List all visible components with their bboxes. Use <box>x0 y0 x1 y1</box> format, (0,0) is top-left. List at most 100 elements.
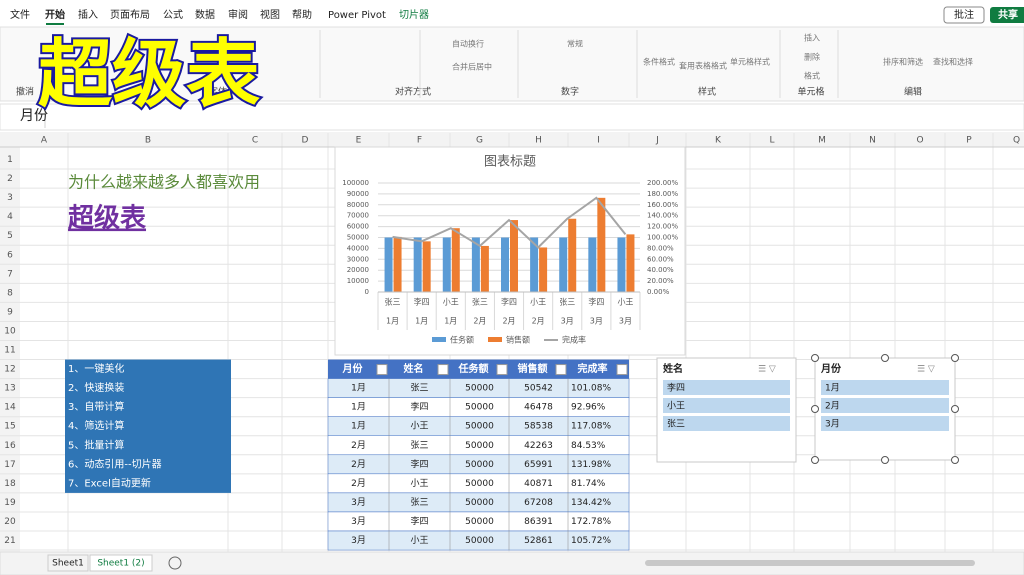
ribbon-command[interactable]: 插入 <box>804 33 820 43</box>
resize-handle[interactable] <box>811 405 819 413</box>
column-header: B <box>145 136 151 146</box>
ribbon-command[interactable]: 查找和选择 <box>933 57 973 67</box>
slicer-item[interactable]: 李四 <box>667 382 685 394</box>
scrollbar[interactable] <box>645 560 975 566</box>
bar <box>451 228 460 292</box>
slicer-item[interactable]: 张三 <box>667 419 685 430</box>
ribbon-command[interactable]: 自动换行 <box>452 39 484 49</box>
ribbon-command[interactable]: 合并后居中 <box>452 62 492 72</box>
y-tick-label: 100000 <box>342 179 369 187</box>
sheet-tab-bg[interactable] <box>89 554 153 572</box>
y2-tick-label: 60.00% <box>647 255 674 263</box>
table-header: 月份 <box>342 362 364 375</box>
ribbon-tab[interactable]: 公式 <box>163 8 183 21</box>
ribbon-tab[interactable]: Power Pivot <box>328 10 386 21</box>
resize-handle[interactable] <box>951 354 959 362</box>
y-tick-label: 50000 <box>347 234 369 242</box>
ribbon-command[interactable]: 删除 <box>804 52 820 62</box>
filter-button[interactable] <box>496 364 508 376</box>
table-cell: 张三 <box>410 440 428 451</box>
ribbon-tab[interactable]: 切片器 <box>399 8 429 21</box>
table-cell: 李四 <box>410 401 428 413</box>
x-tick-label: 李四 <box>588 297 604 307</box>
slicer-item-bg[interactable] <box>663 380 790 395</box>
y-tick-label: 60000 <box>347 223 369 231</box>
ribbon-command[interactable]: 单元格样式 <box>730 57 770 67</box>
y-tick-label: 0 <box>365 288 369 296</box>
table-cell: 3月 <box>351 497 366 508</box>
ribbon-group-label: 对齐方式 <box>395 86 431 98</box>
filter-button[interactable] <box>555 364 567 376</box>
ribbon-command[interactable]: 条件格式 <box>643 57 675 67</box>
sheet-tab[interactable]: Sheet1 <box>52 559 84 569</box>
row-header: 14 <box>4 403 16 413</box>
resize-handle[interactable] <box>951 405 959 413</box>
sheet-tab[interactable]: Sheet1 (2) <box>97 559 144 569</box>
bar <box>559 237 568 292</box>
comment-button-box[interactable] <box>943 6 985 24</box>
slicer-item[interactable]: 1月 <box>825 383 840 394</box>
ribbon-command[interactable]: 常规 <box>567 39 583 49</box>
resize-handle[interactable] <box>881 456 889 464</box>
filter-button[interactable] <box>437 364 449 376</box>
ribbon-command[interactable]: 套用表格格式 <box>679 61 727 71</box>
table-header: 完成率 <box>578 362 608 375</box>
y2-tick-label: 140.00% <box>647 212 678 220</box>
x-tick-label: 李四 <box>414 297 430 307</box>
resize-handle[interactable] <box>811 354 819 362</box>
add-sheet[interactable] <box>168 556 182 570</box>
legend-label: 任务额 <box>450 335 474 345</box>
table-row-bg <box>327 530 630 551</box>
ribbon-tab[interactable]: 页面布局 <box>110 9 150 21</box>
share-button[interactable]: 共享 <box>998 8 1018 21</box>
ribbon-tab[interactable]: 数据 <box>195 8 215 21</box>
bar <box>510 220 518 292</box>
ribbon-tab[interactable]: 审阅 <box>228 8 248 21</box>
table-cell: 50000 <box>465 517 494 527</box>
y2-tick-label: 180.00% <box>647 190 678 198</box>
row-header: 12 <box>4 365 15 375</box>
ribbon-group-label: 样式 <box>698 86 716 98</box>
slicer-item[interactable]: 2月 <box>825 401 840 412</box>
slicer-item-bg[interactable] <box>821 416 949 431</box>
sheet-tab-bg[interactable] <box>47 554 89 572</box>
slicer-item-bg[interactable] <box>663 398 790 413</box>
slicer-item[interactable]: 小王 <box>667 401 685 412</box>
ribbon-tab[interactable]: 文件 <box>10 8 30 21</box>
slicer-item-bg[interactable] <box>821 380 949 395</box>
bar <box>413 237 422 292</box>
ribbon-command[interactable]: 格式 <box>804 71 820 81</box>
column-header: F <box>417 136 422 146</box>
filter-button[interactable] <box>616 364 628 376</box>
ribbon-command[interactable]: 排序和筛选 <box>883 57 923 67</box>
filter-button[interactable] <box>376 364 388 376</box>
ribbon-tab[interactable]: 帮助 <box>292 8 312 21</box>
bar <box>568 218 577 292</box>
y2-tick-label: 0.00% <box>647 288 670 296</box>
slicer-item-bg[interactable] <box>663 416 790 431</box>
resize-handle[interactable] <box>951 456 959 464</box>
legend-swatch <box>544 339 558 341</box>
bar <box>539 247 548 292</box>
column-header: Q <box>1013 136 1020 146</box>
table-cell: 131.98% <box>571 460 611 470</box>
name-box[interactable]: 月份 <box>20 108 48 124</box>
ribbon-group-label: 单元格 <box>797 86 824 98</box>
comment-button[interactable]: 批注 <box>954 8 974 21</box>
resize-handle[interactable] <box>811 456 819 464</box>
table-cell: 50000 <box>465 384 494 394</box>
table-cell: 67208 <box>524 498 553 508</box>
feature-item: 1、一键美化 <box>68 362 124 375</box>
resize-handle[interactable] <box>881 354 889 362</box>
legend-swatch <box>432 337 446 342</box>
slicer-item[interactable]: 3月 <box>825 419 840 430</box>
ribbon-tab[interactable]: 插入 <box>78 8 98 21</box>
row-header: 16 <box>4 441 16 451</box>
ribbon-tab[interactable]: 视图 <box>260 8 280 21</box>
table-cell: 1月 <box>351 402 366 413</box>
share-button-box[interactable] <box>990 7 1024 23</box>
feature-item: 2、快速换装 <box>68 381 124 394</box>
slicer-item-bg[interactable] <box>821 398 949 413</box>
ribbon-tab[interactable]: 开始 <box>45 8 65 21</box>
